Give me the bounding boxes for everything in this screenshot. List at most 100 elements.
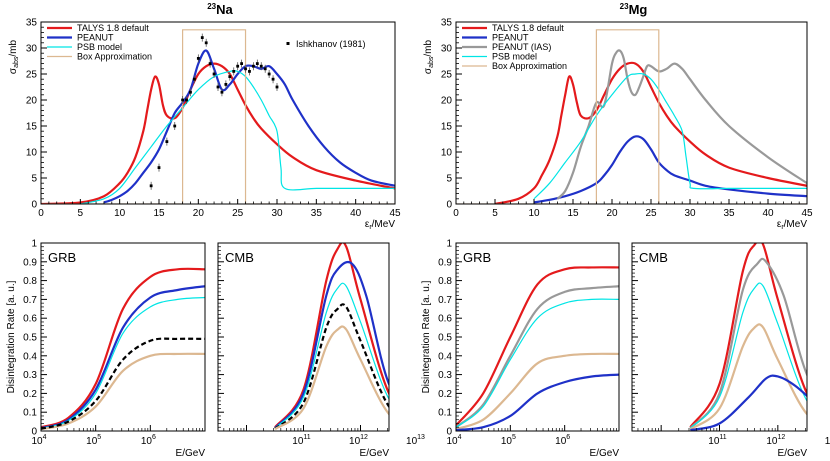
legend-label: Box Approximation xyxy=(492,61,567,71)
x-tick-label: 0 xyxy=(453,208,459,219)
y-tick-label: 1 xyxy=(31,239,37,250)
x-tick-label: 20 xyxy=(606,208,618,219)
data-point xyxy=(259,64,263,68)
plot-frame-3 xyxy=(217,242,390,432)
x-tick-label: 25 xyxy=(645,208,657,219)
x-tick-base: 10 xyxy=(825,436,830,447)
data-point xyxy=(204,41,208,45)
y-tick-label: 0 xyxy=(446,200,452,211)
x-tick-label: 1011 xyxy=(292,434,310,447)
x-tick-label: 45 xyxy=(389,208,401,219)
y-tick-label: 25 xyxy=(441,70,453,81)
y-tick-label: 0.1 xyxy=(438,408,452,419)
x-tick-label: 104 xyxy=(31,434,46,447)
x-tick-base: 10 xyxy=(766,436,778,447)
chart-title: 23Mg xyxy=(620,2,648,17)
x-tick-exponent: 6 xyxy=(152,434,156,441)
chart-mg23: 0 5 10 15 20 25 30 35 40 45 0 5 10 15 20 25 30 35 23Mg εr/M… xyxy=(423,2,813,231)
series-line-peanut xyxy=(533,135,807,204)
y-tick-label: 0.6 xyxy=(23,314,37,325)
x-tick-label: 15 xyxy=(153,208,165,219)
x-tick-label: 30 xyxy=(271,208,283,219)
data-point xyxy=(263,67,267,71)
series-line-talys-1-8-default xyxy=(689,243,807,428)
y-tick-label: 0.9 xyxy=(23,257,37,268)
y-tick-label: 30 xyxy=(441,44,453,55)
series-line-psb-model xyxy=(80,70,395,204)
y-tick-label: 0.8 xyxy=(23,276,37,287)
x-tick-label: 20 xyxy=(193,208,205,219)
y-tick-label: 35 xyxy=(441,18,453,29)
data-point xyxy=(200,36,204,39)
x-axis-label: E/GeV xyxy=(590,448,620,459)
panel-label: CMB xyxy=(225,250,254,265)
y-axis-label-main: σ xyxy=(8,67,19,74)
data-point xyxy=(252,64,255,68)
y-tick-label: 20 xyxy=(26,96,38,107)
x-tick-label: 15 xyxy=(567,208,579,219)
x-axis-label-tail: /MeV xyxy=(372,219,396,230)
x-tick-label: 1012 xyxy=(766,434,785,447)
data-point xyxy=(189,90,192,94)
plot-frame-0 xyxy=(40,21,396,205)
data-point xyxy=(220,90,224,94)
data-point xyxy=(236,64,240,68)
x-tick-label: 40 xyxy=(350,208,362,219)
panel-label: GRB xyxy=(463,250,491,265)
legend-label: PEANUT xyxy=(77,33,114,43)
x-axis-label-main: ε xyxy=(777,219,782,230)
title-superscript: 23 xyxy=(207,2,216,11)
title-main: Na xyxy=(216,2,233,17)
x-tick-exponent: 4 xyxy=(43,434,47,441)
x-tick-base: 10 xyxy=(708,436,720,447)
y-tick-label: 0.5 xyxy=(438,333,452,344)
y-tick-label: 0 xyxy=(446,427,452,438)
data-point xyxy=(149,184,153,188)
series-line-peanut-ias- xyxy=(556,49,807,200)
series-line-box-approximation xyxy=(456,29,807,204)
x-axis-label-sub: r xyxy=(781,224,784,231)
y-axis-label-sub: abs xyxy=(13,56,20,68)
y-tick-label: 0.9 xyxy=(438,257,452,268)
data-point xyxy=(244,67,247,71)
y-tick-label: 0.8 xyxy=(438,276,452,287)
x-tick-label: 106 xyxy=(555,434,570,447)
y-tick-label: 35 xyxy=(26,18,38,29)
data-point xyxy=(255,62,259,65)
x-tick-base: 10 xyxy=(292,436,304,447)
plot-frame-4 xyxy=(455,242,620,432)
y-axis-label: Disintegration Rate [a. u.] xyxy=(6,280,17,393)
data-point xyxy=(193,77,196,81)
x-tick-base: 10 xyxy=(349,436,361,447)
legend-label: PSB model xyxy=(492,52,537,62)
series-line-box-approximation xyxy=(689,323,807,431)
series-line-talys-1-8-default xyxy=(494,61,807,204)
data-point xyxy=(232,70,236,73)
x-tick-label: 10 xyxy=(528,208,540,219)
y-tick-label: 0 xyxy=(31,427,37,438)
x-tick-base: 10 xyxy=(555,436,567,447)
x-tick-label: 1013 xyxy=(406,434,425,447)
series-line-box-approximation xyxy=(41,29,395,204)
y-tick-label: 0.5 xyxy=(23,333,37,344)
x-tick-label: 1013 xyxy=(825,434,830,447)
legend-label: Box Approximation xyxy=(77,52,152,62)
y-tick-label: 10 xyxy=(441,148,453,159)
x-tick-label: 106 xyxy=(141,434,156,447)
series-line-box-approximation xyxy=(456,352,619,431)
series-line-dashed xyxy=(41,337,205,430)
y-tick-label: 0.7 xyxy=(438,295,452,306)
y-axis-label: σabs/mb xyxy=(8,39,20,74)
panel-label: CMB xyxy=(639,250,668,265)
series-line-talys-1-8-default xyxy=(456,266,619,427)
data-point xyxy=(208,62,212,65)
y-tick-label: 15 xyxy=(441,122,453,133)
y-axis-label-sub: abs xyxy=(428,56,435,68)
series-line-peanut-ias- xyxy=(689,257,807,429)
data-point xyxy=(228,75,232,78)
data-point xyxy=(271,77,275,81)
x-axis-label-sub: r xyxy=(369,224,372,231)
y-tick-label: 0.2 xyxy=(438,389,452,400)
series-line-psb-model xyxy=(533,72,807,200)
